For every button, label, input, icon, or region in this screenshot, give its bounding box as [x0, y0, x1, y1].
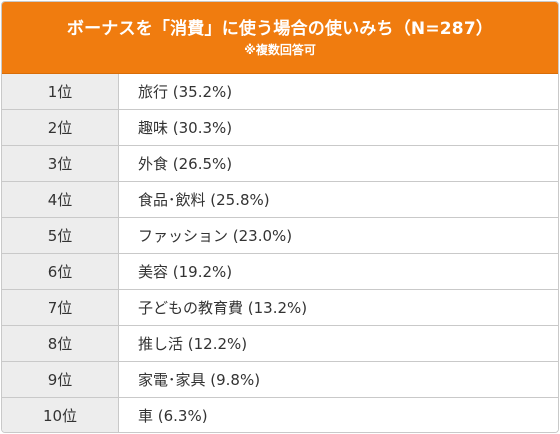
table-row: 2位 趣味 (30.3%)	[2, 110, 558, 146]
rank-cell: 1位	[2, 74, 119, 109]
table-row: 1位 旅行 (35.2%)	[2, 74, 558, 110]
rank-cell: 2位	[2, 110, 119, 145]
item-cell: 旅行 (35.2%)	[119, 74, 558, 109]
rank-cell: 9位	[2, 362, 119, 397]
rank-cell: 10位	[2, 398, 119, 432]
item-cell: 子どもの教育費 (13.2%)	[119, 290, 558, 325]
rank-cell: 5位	[2, 218, 119, 253]
rank-cell: 6位	[2, 254, 119, 289]
rank-cell: 7位	[2, 290, 119, 325]
item-cell: 美容 (19.2%)	[119, 254, 558, 289]
rank-cell: 3位	[2, 146, 119, 181]
item-cell: 外食 (26.5%)	[119, 146, 558, 181]
table-row: 6位 美容 (19.2%)	[2, 254, 558, 290]
rank-cell: 8位	[2, 326, 119, 361]
item-cell: 家電･家具 (9.8%)	[119, 362, 558, 397]
table-row: 10位 車 (6.3%)	[2, 398, 558, 432]
item-cell: 趣味 (30.3%)	[119, 110, 558, 145]
item-cell: 食品･飲料 (25.8%)	[119, 182, 558, 217]
table-title: ボーナスを「消費」に使う場合の使いみち（N=287）	[66, 18, 494, 39]
table-row: 4位 食品･飲料 (25.8%)	[2, 182, 558, 218]
item-cell: 車 (6.3%)	[119, 398, 558, 432]
rank-cell: 4位	[2, 182, 119, 217]
table-row: 3位 外食 (26.5%)	[2, 146, 558, 182]
table-row: 5位 ファッション (23.0%)	[2, 218, 558, 254]
multiple-answer-note: ※複数回答可	[244, 42, 316, 57]
item-cell: ファッション (23.0%)	[119, 218, 558, 253]
table-header: ボーナスを「消費」に使う場合の使いみち（N=287） ※複数回答可	[2, 2, 558, 74]
table-row: 8位 推し活 (12.2%)	[2, 326, 558, 362]
table-row: 7位 子どもの教育費 (13.2%)	[2, 290, 558, 326]
item-cell: 推し活 (12.2%)	[119, 326, 558, 361]
table-row: 9位 家電･家具 (9.8%)	[2, 362, 558, 398]
